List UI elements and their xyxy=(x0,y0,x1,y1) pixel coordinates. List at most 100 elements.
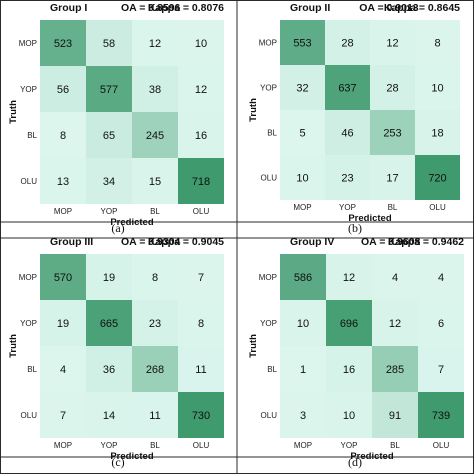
column-label: MOP xyxy=(294,441,312,450)
cell-value: 8 xyxy=(198,318,204,330)
matrix-cell xyxy=(86,346,132,392)
matrix-cell xyxy=(372,300,418,346)
cell-value: 12 xyxy=(343,272,355,284)
kappa-label: Kappa = 0.8076 xyxy=(148,2,224,14)
matrix-cell xyxy=(40,300,86,346)
cell-value: 28 xyxy=(386,83,398,95)
cell-value: 577 xyxy=(100,84,118,96)
cell-value: 4 xyxy=(392,272,398,284)
matrix-cell xyxy=(418,392,464,438)
matrix-cell xyxy=(40,66,86,112)
cell-value: 7 xyxy=(438,364,444,376)
row-label: MOP xyxy=(19,273,37,282)
cell-value: 637 xyxy=(338,83,356,95)
matrix-cell xyxy=(372,346,418,392)
matrix-cell xyxy=(132,112,178,158)
panel-label: (d) xyxy=(348,455,362,469)
column-label: MOP xyxy=(54,441,72,450)
column-label: OLU xyxy=(193,207,210,216)
matrix-cell xyxy=(40,20,86,66)
matrix-cell xyxy=(178,158,224,204)
x-axis-title: Predicted xyxy=(350,451,393,462)
matrix-cell xyxy=(325,110,370,155)
cell-value: 14 xyxy=(103,410,115,422)
matrix-cell xyxy=(178,112,224,158)
matrix-cell xyxy=(40,392,86,438)
matrix-cell xyxy=(325,65,370,110)
cell-value: 4 xyxy=(438,272,444,284)
cell-value: 13 xyxy=(57,176,69,188)
panel-label: (c) xyxy=(111,455,124,469)
y-axis-title: Truth xyxy=(8,334,19,358)
row-label: OLU xyxy=(261,174,278,183)
matrix-cell xyxy=(178,300,224,346)
matrix-cell xyxy=(178,20,224,66)
cell-value: 730 xyxy=(192,410,210,422)
row-label: MOP xyxy=(19,39,37,48)
cell-value: 285 xyxy=(386,364,404,376)
cell-value: 36 xyxy=(103,364,115,376)
cell-value: 12 xyxy=(389,318,401,330)
cell-value: 6 xyxy=(438,318,444,330)
matrix-cell xyxy=(86,392,132,438)
cell-value: 65 xyxy=(103,130,115,142)
group-label: Group III xyxy=(50,236,93,248)
cell-value: 34 xyxy=(103,176,115,188)
matrix-cell xyxy=(418,300,464,346)
cell-value: 17 xyxy=(386,173,398,185)
panel-label: (a) xyxy=(111,221,124,235)
matrix-cell xyxy=(280,65,325,110)
matrix-cell xyxy=(325,155,370,200)
cell-value: 553 xyxy=(293,38,311,50)
matrix-cell xyxy=(280,392,326,438)
column-label: YOP xyxy=(341,441,358,450)
oa-label: OA = 0.9608 xyxy=(361,236,421,248)
matrix-cell xyxy=(415,65,460,110)
cell-value: 3 xyxy=(300,410,306,422)
matrix-cell xyxy=(86,254,132,300)
matrix-cell xyxy=(280,254,326,300)
cell-value: 718 xyxy=(192,176,210,188)
x-axis-title: Predicted xyxy=(348,213,391,224)
kappa-label: Kappa = 0.9462 xyxy=(388,236,464,248)
matrix-cell xyxy=(326,392,372,438)
group-label: Group II xyxy=(290,2,330,14)
row-label: OLU xyxy=(21,411,38,420)
column-label: OLU xyxy=(193,441,210,450)
matrix-cell xyxy=(415,20,460,65)
cell-value: 91 xyxy=(389,410,401,422)
matrix-cell xyxy=(418,346,464,392)
matrix-cell xyxy=(370,20,415,65)
row-label: MOP xyxy=(259,39,277,48)
column-label: YOP xyxy=(339,203,356,212)
column-label: MOP xyxy=(293,203,311,212)
matrix-cell xyxy=(86,300,132,346)
matrix-cell xyxy=(415,155,460,200)
column-label: MOP xyxy=(54,207,72,216)
cell-value: 16 xyxy=(195,130,207,142)
matrix-cell xyxy=(132,254,178,300)
cell-value: 18 xyxy=(431,128,443,140)
matrix-cell xyxy=(132,300,178,346)
oa-label: OA = 0.9304 xyxy=(121,236,181,248)
matrix-cell xyxy=(370,110,415,155)
cell-value: 19 xyxy=(103,272,115,284)
row-label: BL xyxy=(267,365,277,374)
matrix-cell xyxy=(132,20,178,66)
column-label: OLU xyxy=(429,203,446,212)
cell-value: 739 xyxy=(432,410,450,422)
row-label: YOP xyxy=(260,84,277,93)
matrix-cell xyxy=(326,346,372,392)
matrix-cell xyxy=(370,155,415,200)
kappa-label: Kappa = 0.8645 xyxy=(384,2,460,14)
group-label: Group I xyxy=(50,2,87,14)
cell-value: 56 xyxy=(57,84,69,96)
cell-value: 10 xyxy=(431,83,443,95)
matrix-cell xyxy=(280,155,325,200)
cell-value: 16 xyxy=(343,364,355,376)
matrix-cell xyxy=(40,346,86,392)
cell-value: 10 xyxy=(297,318,309,330)
row-label: YOP xyxy=(260,319,277,328)
